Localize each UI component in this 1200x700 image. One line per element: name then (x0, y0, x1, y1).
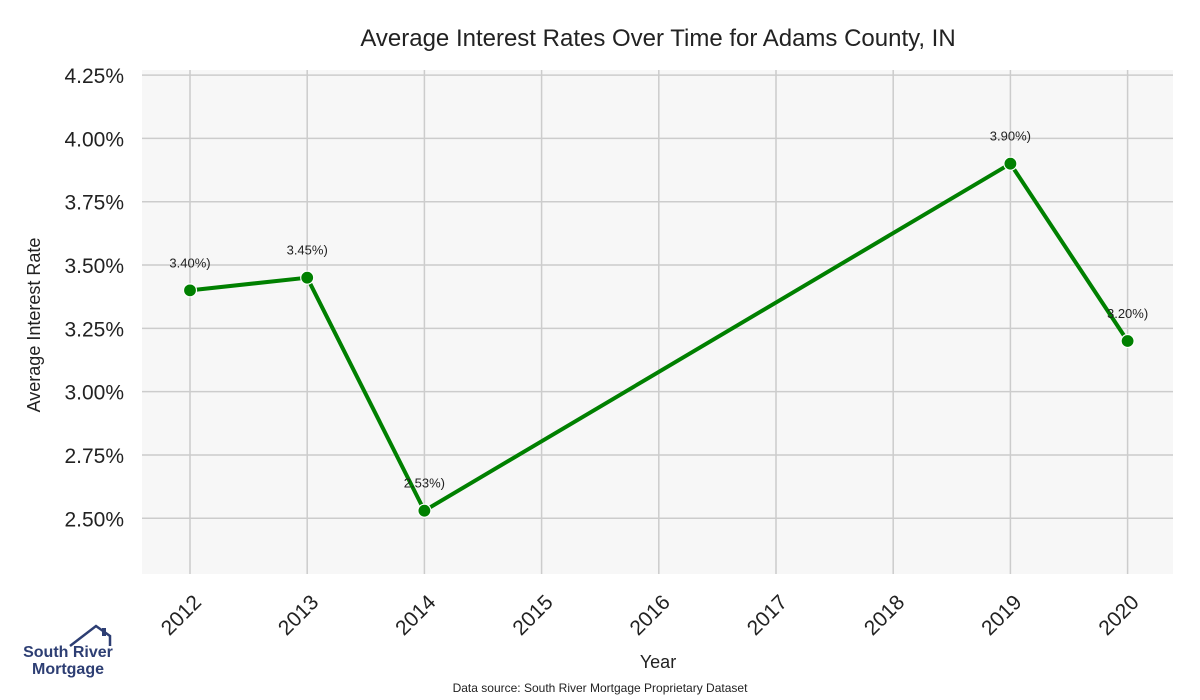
y-tick-label: 3.75% (64, 192, 124, 215)
chart-title: Average Interest Rates Over Time for Ada… (360, 25, 955, 52)
data-point (182, 283, 198, 298)
y-tick-label: 3.00% (64, 382, 124, 405)
series-layer: 3.40%) 3.45%) 2.53%) 3.90%) 3.20%) (169, 129, 1148, 518)
y-axis-title: Average Interest Rate (24, 238, 44, 413)
data-source-note: Data source: South River Mortgage Propri… (452, 681, 748, 695)
data-point (1120, 333, 1135, 349)
x-tick-label: 2012 (157, 591, 206, 640)
x-tick-label: 2019 (977, 591, 1026, 640)
y-tick-label: 4.00% (64, 128, 124, 151)
y-tick-label: 2.75% (64, 445, 124, 468)
x-tick-label: 2020 (1094, 591, 1143, 640)
x-tick-label: 2015 (508, 591, 557, 640)
y-tick-label: 3.50% (64, 255, 124, 278)
data-point (300, 270, 315, 285)
company-logo: South River Mortgage (18, 622, 118, 684)
x-tick-labels: 2012 2013 2014 2015 2016 2017 2018 2019 2020 (157, 591, 1144, 641)
y-tick-labels: 2.50% 2.75% 3.00% 3.25% 3.50% 3.75% 4.00% 4.25% (64, 65, 124, 531)
data-label: 3.45%) (287, 243, 328, 258)
y-tick-label: 2.50% (64, 508, 124, 531)
data-point (1003, 156, 1018, 171)
x-tick-label: 2018 (860, 591, 909, 640)
x-tick-label: 2014 (391, 591, 441, 641)
x-axis-title: Year (640, 652, 676, 672)
house-roof-icon (69, 624, 112, 647)
logo-text-line2: Mortgage (32, 661, 104, 678)
data-label: 3.20%) (1107, 306, 1148, 321)
data-label: 3.90%) (990, 129, 1031, 144)
data-label: 2.53%) (404, 476, 445, 491)
x-tick-label: 2016 (626, 591, 675, 640)
y-tick-label: 3.25% (64, 318, 124, 341)
data-label: 3.40%) (169, 255, 210, 270)
grid-lines (142, 70, 1173, 574)
plot-background (142, 70, 1173, 574)
logo-text-line1: South River (23, 644, 113, 661)
x-tick-label: 2013 (274, 591, 323, 640)
y-tick-label: 4.25% (64, 65, 124, 88)
data-point (417, 503, 432, 518)
x-tick-label: 2017 (743, 591, 792, 640)
